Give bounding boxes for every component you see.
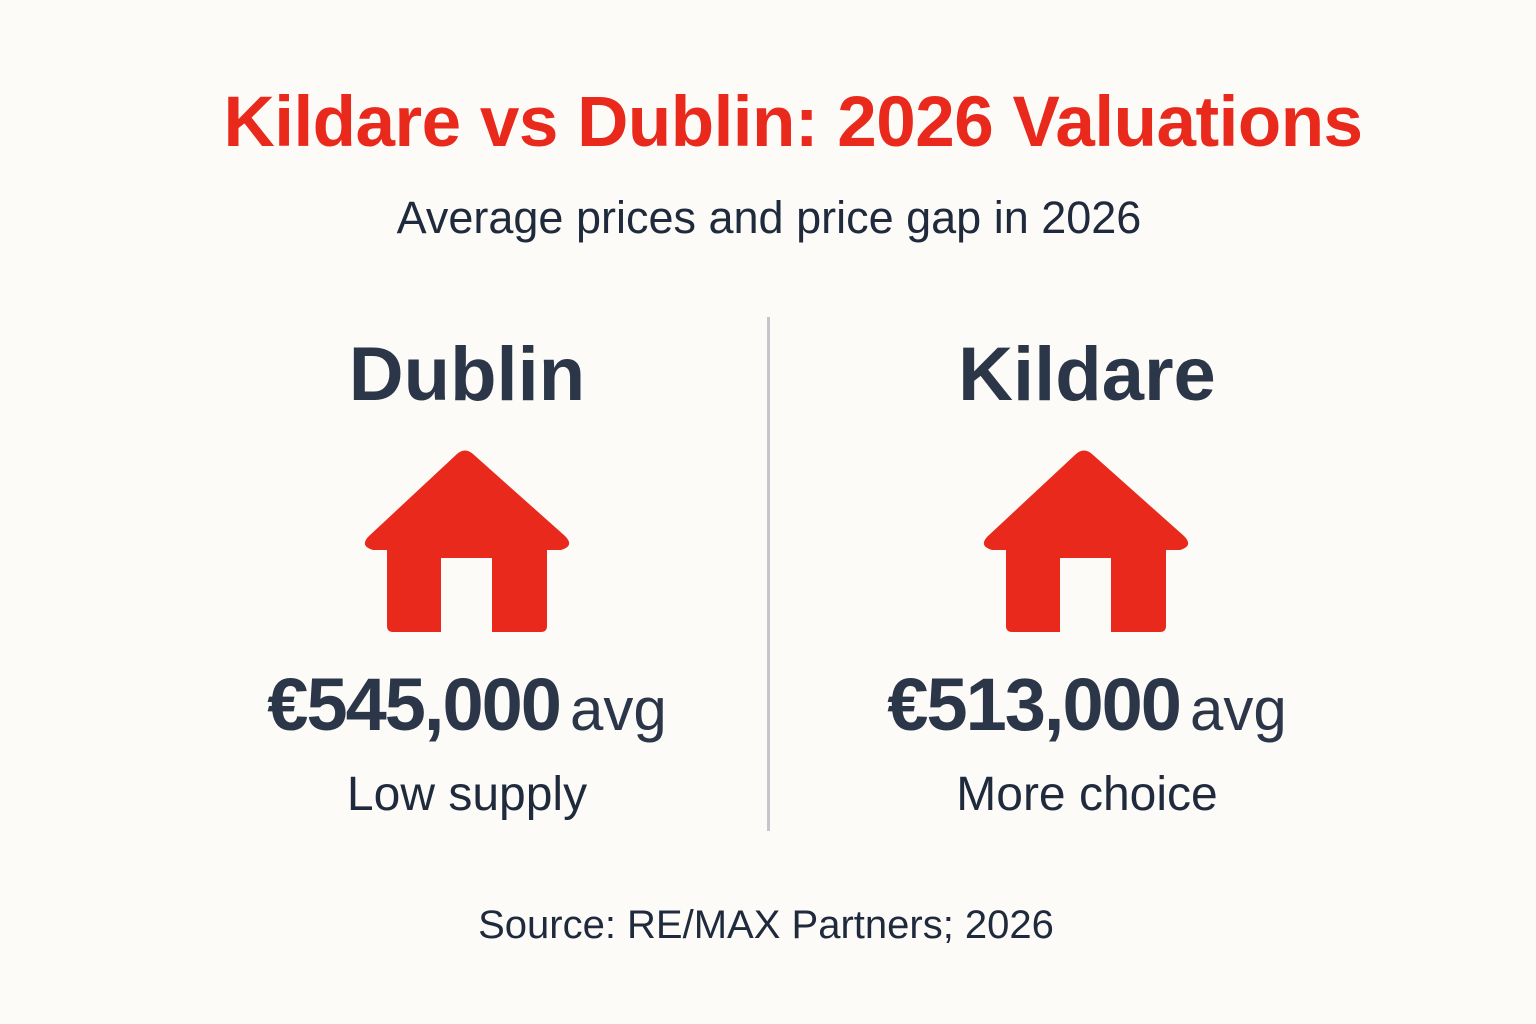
page-subtitle: Average prices and price gap in 2026 (396, 192, 1142, 243)
source-note: Source: RE/MAX Partners; 2026 (478, 903, 1054, 947)
note-kildare: More choice (956, 768, 1218, 821)
note-dublin: Low supply (346, 768, 588, 821)
price-unit-kildare: avg (1189, 676, 1287, 743)
city-name-dublin: Dublin (348, 332, 586, 417)
house-icon (364, 450, 570, 632)
price-line-dublin: €545,000 avg (117, 665, 817, 766)
price-value-dublin: €545,000 (267, 663, 562, 746)
price-value-kildare: €513,000 (887, 663, 1182, 746)
column-divider (767, 317, 770, 831)
dublin-column: Dublin €545,000 avg Low supply (117, 320, 817, 840)
kildare-column: Kildare €513,000 avg More choice (737, 320, 1437, 840)
price-unit-dublin: avg (569, 676, 667, 743)
price-line-kildare: €513,000 avg (737, 665, 1437, 766)
city-name-kildare: Kildare (958, 332, 1216, 417)
page-title: Kildare vs Dublin: 2026 Valuations (223, 83, 1363, 162)
house-icon (983, 450, 1189, 632)
